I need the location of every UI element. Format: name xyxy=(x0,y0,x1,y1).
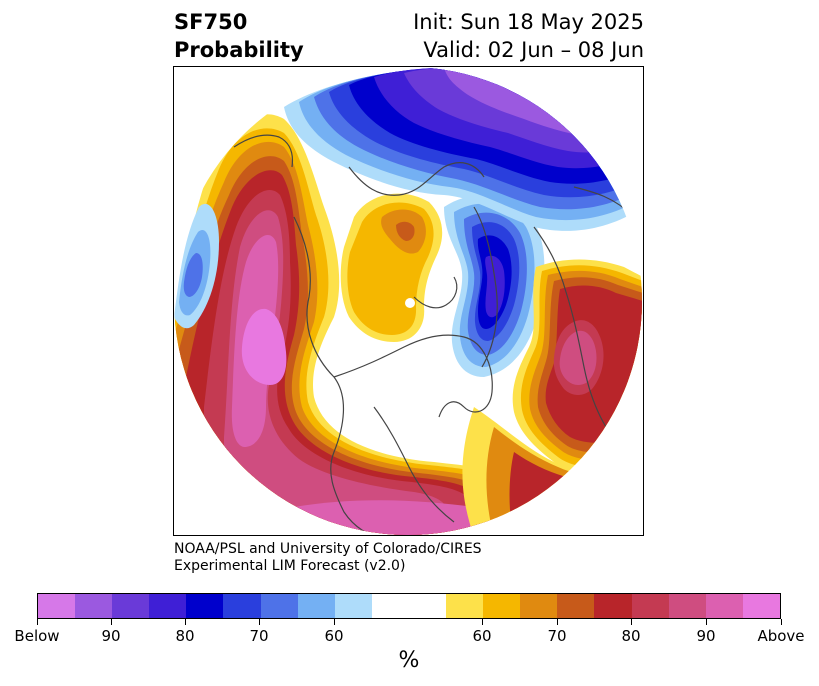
colorbar-tick xyxy=(37,619,38,625)
colorbar-segment xyxy=(334,594,372,618)
probability-field xyxy=(174,67,642,535)
pole-point xyxy=(405,298,415,308)
coastlines xyxy=(233,134,635,535)
credit-line-1: NOAA/PSL and University of Colorado/CIRE… xyxy=(174,541,482,557)
colorbar-unit-label: % xyxy=(398,648,420,673)
colorbar-segment xyxy=(668,594,706,618)
colorbar-tick-label: Below xyxy=(14,627,60,645)
colorbar-tick xyxy=(631,619,632,625)
colorbar-tick xyxy=(334,619,335,625)
colorbar-segment xyxy=(75,594,113,618)
warm-asia-70 xyxy=(396,221,415,241)
colorbar-segment xyxy=(446,594,484,618)
colorbar-tick-label: 80 xyxy=(175,627,195,645)
credit-line-2: Experimental LIM Forecast (v2.0) xyxy=(174,558,406,574)
colorbar-tick-label: 90 xyxy=(101,627,121,645)
colorbar-segment xyxy=(149,594,187,618)
colorbar-segment xyxy=(223,594,261,618)
title-subtitle: Probability xyxy=(174,38,304,62)
valid-range: Valid: 02 Jun – 08 Jun xyxy=(423,38,644,62)
map-title: SF750 Probability xyxy=(174,8,304,64)
colorbar-segment xyxy=(38,594,76,618)
colorbar-tick-label: 70 xyxy=(547,627,567,645)
colorbar-segment xyxy=(186,594,224,618)
colorbar-tick-label: 60 xyxy=(324,627,344,645)
polar-stereographic-map xyxy=(174,67,642,535)
colorbar-tick xyxy=(185,619,186,625)
warm-arc-atlantic-core xyxy=(509,452,642,535)
colorbar-segment xyxy=(483,594,521,618)
colorbar-segment xyxy=(631,594,669,618)
credit-text: NOAA/PSL and University of Colorado/CIRE… xyxy=(174,541,482,575)
colorbar-segment xyxy=(297,594,335,618)
title-variable: SF750 xyxy=(174,10,248,34)
colorbar-tick xyxy=(259,619,260,625)
colorbar-segment xyxy=(112,594,150,618)
colorbar-tick-label: Above xyxy=(757,627,805,645)
colorbar-segment xyxy=(520,594,558,618)
colorbar-tick xyxy=(557,619,558,625)
map-panel xyxy=(173,66,644,536)
cool-atlantic-80 xyxy=(485,255,505,318)
warm-lobe-pacific-core xyxy=(241,308,287,385)
colorbar-segment xyxy=(371,594,447,618)
probability-colorbar xyxy=(37,593,781,619)
colorbar-tick xyxy=(781,619,782,625)
warm-lobe-pacific-85 xyxy=(224,210,448,535)
colorbar-segment xyxy=(705,594,743,618)
colorbar-tick-label: 60 xyxy=(472,627,492,645)
colorbar-segment xyxy=(742,594,780,618)
colorbar-tick xyxy=(111,619,112,625)
colorbar-segment xyxy=(260,594,298,618)
init-date: Init: Sun 18 May 2025 xyxy=(413,10,644,34)
forecast-dates: Init: Sun 18 May 2025 Valid: 02 Jun – 08… xyxy=(413,8,644,64)
cool-patch-west-65 xyxy=(183,253,203,297)
colorbar-tick-label: 70 xyxy=(249,627,269,645)
colorbar-tick-label: 80 xyxy=(621,627,641,645)
colorbar-segment xyxy=(557,594,595,618)
warm-europe-85 xyxy=(559,330,597,385)
colorbar-tick-label: 90 xyxy=(696,627,716,645)
colorbar-segment xyxy=(594,594,632,618)
colorbar-tick xyxy=(706,619,707,625)
colorbar-tick xyxy=(482,619,483,625)
